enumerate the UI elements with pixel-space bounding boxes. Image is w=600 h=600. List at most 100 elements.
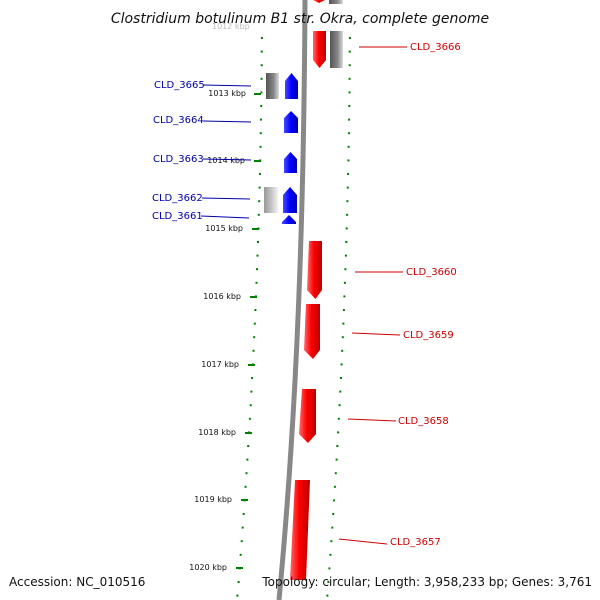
tick-1013: 1013 kbp xyxy=(208,89,261,98)
gene-arrow[interactable] xyxy=(313,31,326,68)
scale-dot xyxy=(260,37,263,39)
gene-label: CLD_3661 xyxy=(152,211,203,222)
scale-dot xyxy=(347,132,350,135)
scale-dot xyxy=(260,50,263,53)
scale-dot xyxy=(347,159,350,162)
scale-dot xyxy=(256,268,258,271)
gene-CLD_3666[interactable]: CLD_3666 xyxy=(313,0,461,68)
scale-dot xyxy=(257,213,260,216)
scale-dot xyxy=(260,105,263,107)
scale-dot xyxy=(347,173,350,175)
scale-dot xyxy=(347,145,350,148)
feature-grey-partial[interactable] xyxy=(329,0,343,4)
gene-arrow[interactable] xyxy=(282,215,296,224)
scale-dot xyxy=(260,91,263,94)
gene-CLD_3657[interactable]: CLD_3657 xyxy=(290,480,441,580)
label-leader xyxy=(202,84,252,87)
feature-grey-3665[interactable] xyxy=(266,73,279,99)
scale-dot xyxy=(327,581,330,583)
tick-mark xyxy=(241,499,248,501)
label-leader xyxy=(201,197,251,200)
scale-dot xyxy=(344,268,347,271)
scale-dot xyxy=(247,445,250,447)
tick-label: 1019 kbp xyxy=(194,495,232,504)
scale-dot xyxy=(257,241,259,243)
scale-dot xyxy=(346,213,349,216)
feature-grey-top[interactable] xyxy=(330,31,343,68)
scale-dot xyxy=(250,390,253,393)
scale-dot xyxy=(236,594,239,597)
gene-CLD_3662[interactable]: CLD_3662 xyxy=(152,187,297,213)
label-leader xyxy=(351,332,401,336)
gene-arrow[interactable] xyxy=(307,241,322,299)
scale-dot xyxy=(348,91,351,94)
tick-1015: 1015 kbp xyxy=(205,224,259,233)
gene-arrow[interactable] xyxy=(283,187,297,213)
scale-dot xyxy=(337,431,340,434)
tick-label: 1020 kbp xyxy=(189,563,227,572)
tick-1020: 1020 kbp xyxy=(189,563,243,572)
scale-dot xyxy=(329,553,332,556)
scale-dot xyxy=(256,254,259,257)
gene-arrow[interactable] xyxy=(290,480,310,580)
gene-label: CLD_3666 xyxy=(410,42,461,53)
scale-dot xyxy=(252,349,255,352)
gene-arrow[interactable] xyxy=(285,73,298,99)
gene-CLD_3660[interactable]: CLD_3660 xyxy=(307,241,457,299)
scale-dot xyxy=(334,472,337,475)
gene-label: CLD_3665 xyxy=(154,80,205,91)
gene-CLD_3664[interactable]: CLD_3664 xyxy=(153,111,298,133)
scale-dot xyxy=(237,581,240,583)
scale-dot xyxy=(258,200,261,203)
gene-CLD_3665[interactable]: CLD_3665 xyxy=(154,73,298,99)
scale-dot xyxy=(336,445,339,447)
gene-arrow-partial[interactable] xyxy=(313,0,325,3)
scale-dot xyxy=(255,281,258,284)
scale-dot xyxy=(328,567,331,570)
scale-dot xyxy=(331,526,334,529)
tick-1018: 1018 kbp xyxy=(198,428,252,437)
gene-arrow[interactable] xyxy=(284,152,297,173)
tick-label: 1013 kbp xyxy=(208,89,246,98)
scale-dot xyxy=(348,77,351,80)
scale-dot xyxy=(338,404,341,407)
gene-label: CLD_3662 xyxy=(152,193,203,204)
gene-label: CLD_3658 xyxy=(398,416,449,427)
scale-dot xyxy=(348,118,351,121)
scale-dot xyxy=(260,64,263,67)
scale-dot xyxy=(260,118,262,121)
scale-dot xyxy=(332,513,335,515)
gene-arrow[interactable] xyxy=(284,111,298,133)
scale-dot xyxy=(343,295,346,298)
tick-mark xyxy=(245,432,252,434)
tick-1019: 1019 kbp xyxy=(194,495,248,504)
label-leader xyxy=(202,120,252,123)
gene-CLD_3663[interactable]: CLD_3663 xyxy=(153,152,297,173)
scale-dot xyxy=(246,458,249,461)
scale-dot xyxy=(326,594,329,597)
gene-CLD_3659[interactable]: CLD_3659 xyxy=(304,304,454,359)
scale-dot xyxy=(258,186,261,189)
tick-1016: 1016 kbp xyxy=(203,292,257,301)
gene-CLD_3658[interactable]: CLD_3658 xyxy=(299,389,449,443)
scale-dot xyxy=(344,254,347,257)
tick-mark xyxy=(252,228,259,230)
scale-dot xyxy=(339,390,342,393)
scale-dot xyxy=(341,349,344,352)
gene-label: CLD_3660 xyxy=(406,267,457,278)
gene-arrow[interactable] xyxy=(304,304,320,359)
gene-label: CLD_3664 xyxy=(153,115,204,126)
map-title: Clostridium botulinum B1 str. Okra, comp… xyxy=(111,11,489,27)
scale-dot xyxy=(342,322,345,325)
tick-mark xyxy=(236,567,243,569)
scale-dot xyxy=(348,64,351,67)
scale-dot xyxy=(259,145,262,148)
gene-CLD_3661[interactable]: CLD_3661 xyxy=(152,211,296,224)
gene-arrow[interactable] xyxy=(299,389,316,443)
feature-grey-3662[interactable] xyxy=(264,187,278,213)
scale-dot xyxy=(346,186,349,189)
label-leader xyxy=(347,418,397,422)
tick-1017: 1017 kbp xyxy=(201,360,255,369)
